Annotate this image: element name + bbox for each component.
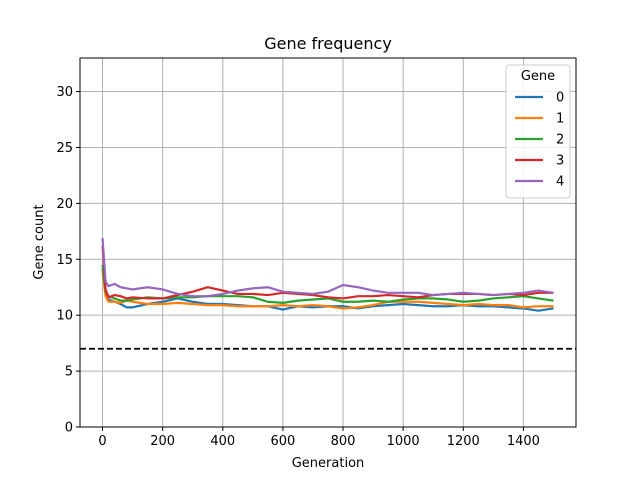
y-axis-label: Gene count bbox=[32, 204, 47, 279]
legend-label-gene-3: 3 bbox=[556, 154, 564, 169]
x-tick-label: 1000 bbox=[387, 434, 420, 449]
x-tick-label: 0 bbox=[98, 434, 106, 449]
legend-label-gene-0: 0 bbox=[556, 91, 564, 106]
y-tick-label: 30 bbox=[56, 85, 73, 100]
x-tick-label: 1400 bbox=[507, 434, 540, 449]
y-tick-label: 15 bbox=[56, 253, 73, 268]
x-tick-label: 1200 bbox=[447, 434, 480, 449]
legend-label-gene-4: 4 bbox=[556, 175, 564, 190]
y-tick-label: 25 bbox=[56, 141, 73, 156]
legend-box bbox=[505, 64, 571, 199]
plot-frame bbox=[79, 57, 577, 428]
x-tick-label: 600 bbox=[270, 434, 295, 449]
x-tick-label: 400 bbox=[210, 434, 235, 449]
legend-label-gene-2: 2 bbox=[556, 133, 564, 148]
x-axis-label: Generation bbox=[292, 456, 365, 471]
chart-title: Gene frequency bbox=[264, 34, 392, 53]
series-line-gene-4 bbox=[101, 237, 554, 298]
legend-title: Gene bbox=[521, 69, 555, 84]
series-line-gene-2 bbox=[101, 264, 554, 304]
series-lines bbox=[101, 237, 554, 312]
y-axis-ticks: 0 5 10 15 20 25 30 bbox=[56, 85, 80, 436]
x-tick-label: 200 bbox=[150, 434, 175, 449]
series-line-gene-1 bbox=[101, 270, 554, 310]
y-tick-label: 0 bbox=[65, 421, 73, 436]
x-axis-ticks: 0 200 400 600 800 1000 1200 1400 bbox=[98, 427, 540, 449]
y-tick-label: 20 bbox=[56, 197, 73, 212]
legend-label-gene-1: 1 bbox=[556, 112, 564, 127]
y-tick-label: 10 bbox=[56, 309, 73, 324]
y-tick-label: 5 bbox=[65, 365, 73, 380]
x-tick-label: 800 bbox=[331, 434, 356, 449]
